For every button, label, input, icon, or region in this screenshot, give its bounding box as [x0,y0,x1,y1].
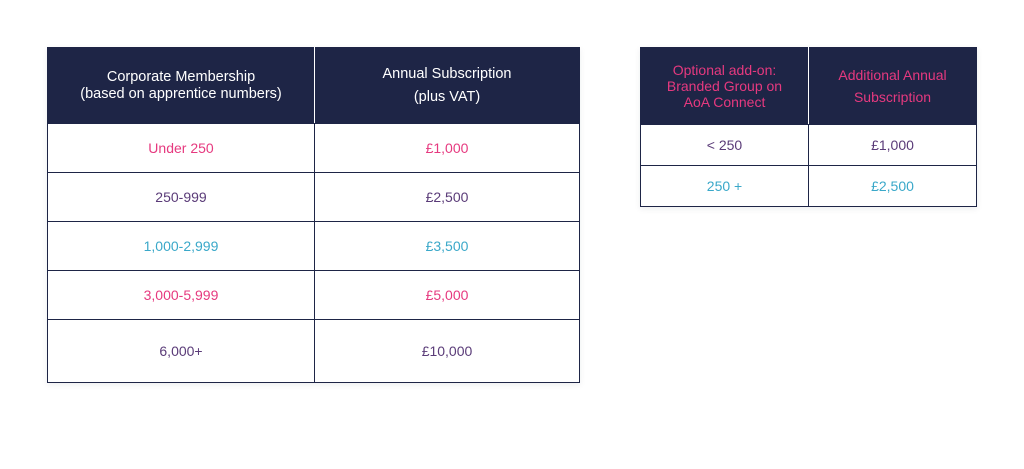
addon-header-price-line2: Subscription [853,89,932,105]
membership-band-cell: 6,000+ [47,319,315,383]
membership-row: Under 250 £1,000 [47,123,580,173]
membership-pricing-table: Corporate Membership (based on apprentic… [47,47,580,383]
membership-header-price-line1: Annual Subscription [382,65,512,82]
membership-header-price-line2: (plus VAT) [413,88,481,105]
membership-band-cell: 3,000-5,999 [47,270,315,320]
membership-row: 3,000-5,999 £5,000 [47,270,580,320]
membership-price-cell: £3,500 [314,221,580,271]
membership-price-cell: £1,000 [314,123,580,173]
membership-row: 6,000+ £10,000 [47,319,580,383]
membership-band-cell: Under 250 [47,123,315,173]
membership-band-cell: 1,000-2,999 [47,221,315,271]
addon-header-band: Optional add-on: Branded Group on AoA Co… [640,47,809,125]
membership-header-price: Annual Subscription (plus VAT) [314,47,580,124]
addon-header-band-line1: Optional add-on: [672,62,777,78]
addon-band-cell: 250 + [640,165,809,207]
membership-band-cell: 250-999 [47,172,315,222]
membership-header-row: Corporate Membership (based on apprentic… [47,47,580,124]
membership-header-band-line2: (based on apprentice numbers) [80,85,282,102]
membership-row: 250-999 £2,500 [47,172,580,222]
membership-price-cell: £10,000 [314,319,580,383]
addon-header-price-line1: Additional Annual [838,67,947,83]
addon-pricing-table: Optional add-on: Branded Group on AoA Co… [640,47,977,207]
addon-band-cell: < 250 [640,124,809,166]
membership-header-band-line1: Corporate Membership [106,68,256,85]
addon-header-band-line3: AoA Connect [683,94,766,110]
membership-price-cell: £5,000 [314,270,580,320]
addon-table-body: < 250 £1,000 250 + £2,500 [640,124,977,207]
addon-header-band-line2: Branded Group on [666,78,783,94]
addon-header-price: Additional Annual Subscription [808,47,977,125]
membership-price-cell: £2,500 [314,172,580,222]
addon-row: 250 + £2,500 [640,165,977,207]
addon-price-cell: £1,000 [808,124,977,166]
membership-row: 1,000-2,999 £3,500 [47,221,580,271]
membership-header-band: Corporate Membership (based on apprentic… [47,47,315,124]
addon-price-cell: £2,500 [808,165,977,207]
addon-row: < 250 £1,000 [640,124,977,166]
membership-table-body: Under 250 £1,000 250-999 £2,500 1,000-2,999 £… [47,123,580,383]
addon-header-row: Optional add-on: Branded Group on AoA Co… [640,47,977,125]
